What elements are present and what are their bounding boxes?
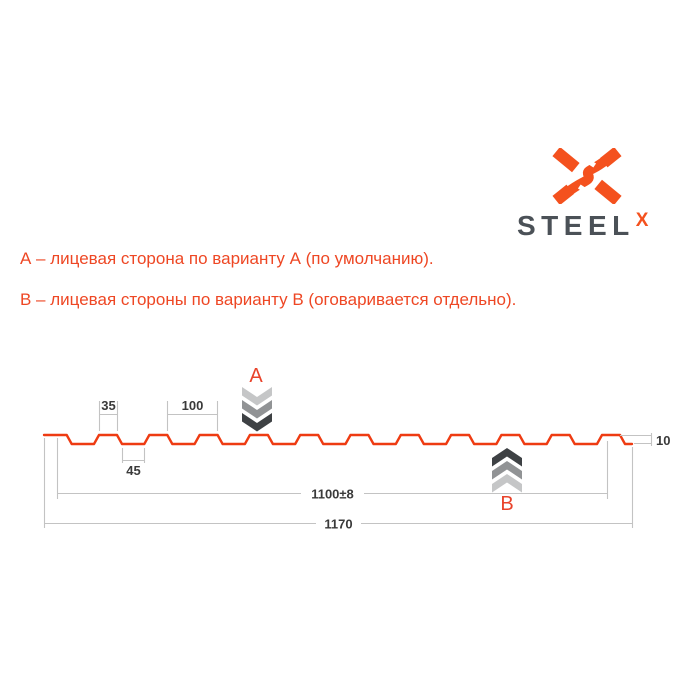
dimension-label-35: 35 [101, 398, 115, 413]
chevron-up-light [492, 474, 522, 493]
dimension-label-45: 45 [126, 463, 140, 478]
dim-rib-bottom-width: 45 [121, 448, 146, 478]
chevron-down-dark [242, 413, 272, 432]
label-side-a: A [249, 365, 263, 387]
brand-name: STEELX [517, 210, 648, 242]
dimension-label-1170: 1170 [324, 517, 352, 532]
side-a-marker: A [242, 365, 272, 432]
legend-line-a: А – лицевая сторона по варианту А (по ум… [20, 249, 434, 268]
chevron-up-dark [492, 448, 522, 467]
chevron-down-mid [242, 400, 272, 419]
dimension-label-1100: 1100±8 [311, 487, 354, 502]
dim-rib-top-width: 35 [98, 398, 119, 431]
chevron-down-icon [242, 387, 272, 432]
profile-outline [42, 433, 634, 446]
dimension-label-10: 10 [656, 433, 670, 448]
chevron-up-mid [492, 461, 522, 480]
side-b-marker: B [492, 448, 522, 515]
dim-working-width: 1100±8 [56, 438, 609, 502]
legend-line-b: В – лицевая стороны по варианту В (огова… [20, 290, 517, 309]
label-side-b: B [500, 493, 513, 515]
steelx-x-icon [552, 148, 622, 204]
brand-name-text: STEEL [517, 210, 635, 241]
dim-rib-pitch: 100 [166, 398, 219, 431]
dim-overall-width: 1170 [43, 438, 634, 532]
dim-profile-height: 10 [620, 433, 670, 448]
brand-name-sup-x: X [635, 210, 649, 231]
chevron-down-light [242, 387, 272, 406]
chevron-up-icon [492, 448, 522, 493]
brand-logo: STEELX [517, 138, 687, 243]
dimension-label-100: 100 [182, 398, 204, 413]
